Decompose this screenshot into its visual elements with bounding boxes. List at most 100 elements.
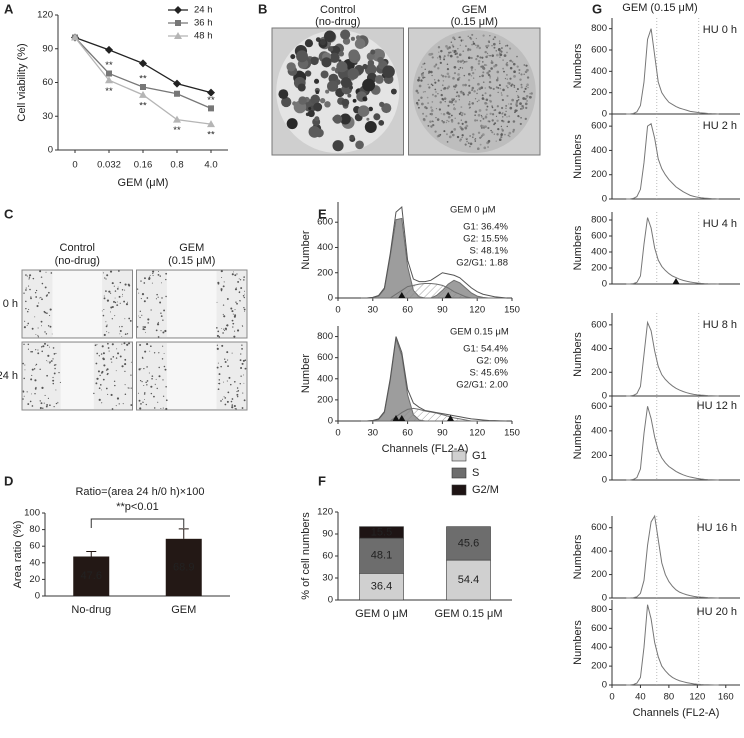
legend-marker <box>174 6 182 14</box>
texture <box>157 321 159 324</box>
texture <box>457 73 460 76</box>
column-header: GEM <box>462 4 487 16</box>
texture <box>123 342 126 345</box>
texture <box>156 387 158 390</box>
texture <box>52 376 54 379</box>
texture <box>474 138 476 141</box>
texture <box>373 113 381 121</box>
texture <box>516 88 519 91</box>
texture <box>366 117 370 121</box>
texture <box>460 92 462 94</box>
texture <box>443 55 446 58</box>
texture <box>457 94 460 98</box>
texture <box>491 131 494 134</box>
texture <box>162 319 164 321</box>
texture <box>314 116 320 122</box>
texture <box>117 352 120 355</box>
texture <box>357 105 370 117</box>
texture <box>493 46 496 49</box>
texture <box>235 287 237 289</box>
texture <box>501 129 505 132</box>
texture <box>31 393 32 395</box>
texture <box>122 293 123 295</box>
panel-title: HU 0 h <box>703 24 737 36</box>
texture <box>491 105 493 107</box>
histogram-line <box>626 320 719 397</box>
texture <box>236 302 238 305</box>
texture <box>218 336 221 338</box>
texture <box>437 67 440 70</box>
texture <box>526 68 529 72</box>
texture <box>495 50 497 52</box>
texture <box>494 122 497 125</box>
texture <box>239 279 242 281</box>
texture <box>156 323 160 326</box>
histogram-line <box>626 217 719 285</box>
texture <box>230 307 233 310</box>
texture <box>241 348 243 350</box>
texture <box>448 51 451 54</box>
panel-title: HU 8 h <box>703 319 737 331</box>
panel-subtitle: GEM 0 μM <box>450 205 496 216</box>
texture <box>448 46 451 49</box>
texture <box>124 283 127 286</box>
texture <box>468 103 471 106</box>
texture <box>31 327 34 330</box>
chart-title: Ratio=(area 24 h/0 h)×100 <box>75 486 204 498</box>
texture <box>32 277 35 280</box>
texture <box>511 98 514 102</box>
texture <box>476 44 480 48</box>
texture <box>438 55 442 58</box>
texture <box>242 392 244 394</box>
texture <box>476 47 478 49</box>
texture <box>462 39 464 42</box>
texture <box>477 113 481 117</box>
y-tick-label: 200 <box>591 87 607 98</box>
texture <box>472 41 475 43</box>
texture <box>139 310 141 312</box>
texture <box>505 104 508 107</box>
texture <box>244 290 246 292</box>
texture <box>142 326 144 328</box>
texture <box>502 59 504 61</box>
texture <box>116 287 119 290</box>
y-tick-label: 120 <box>37 10 53 21</box>
texture <box>523 73 525 75</box>
texture <box>436 57 439 59</box>
texture <box>487 44 490 47</box>
texture <box>434 88 437 91</box>
texture <box>477 62 481 65</box>
texture <box>227 391 230 394</box>
significance-label: ** <box>207 130 215 141</box>
texture <box>454 85 457 88</box>
texture <box>440 49 443 53</box>
texture <box>437 134 441 138</box>
texture <box>516 65 519 68</box>
y-tick-label: 200 <box>591 367 607 378</box>
texture <box>525 85 528 88</box>
texture <box>145 331 147 333</box>
texture <box>165 399 168 402</box>
texture <box>23 292 25 294</box>
texture <box>96 352 99 355</box>
y-tick-label: 200 <box>591 569 607 580</box>
texture <box>124 333 127 336</box>
texture <box>242 359 245 362</box>
texture <box>517 96 520 99</box>
texture <box>55 402 58 405</box>
x-tick-label: 0.16 <box>134 160 153 171</box>
texture <box>148 277 151 280</box>
texture <box>484 101 488 105</box>
texture <box>224 360 227 363</box>
texture <box>488 120 491 123</box>
texture <box>145 403 147 406</box>
error-bar <box>86 551 97 557</box>
texture <box>136 326 139 328</box>
significance-label: ** <box>207 95 215 106</box>
texture <box>161 297 163 299</box>
texture <box>155 378 157 380</box>
texture <box>477 82 480 86</box>
x-axis-label: GEM (μM) <box>118 177 169 189</box>
column-header: (0.15 μM) <box>451 16 498 28</box>
texture <box>443 97 447 100</box>
